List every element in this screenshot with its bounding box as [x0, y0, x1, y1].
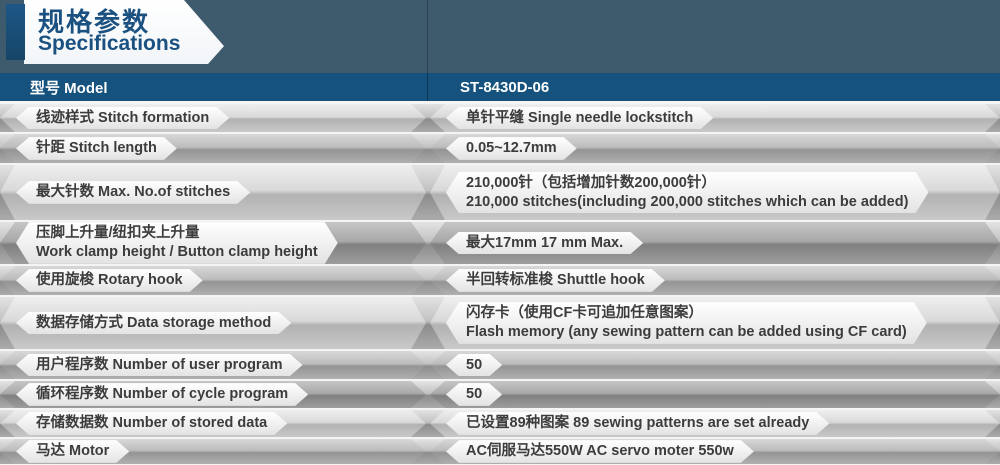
spec-label-cell: 存储数据数 Number of stored data [0, 410, 426, 437]
table-row: 针距 Stitch length 0.05~12.7mm [0, 134, 1000, 163]
page-title-en: Specifications [38, 32, 181, 55]
table-row: 最大针数 Max. No.of stitches 210,000针（包括增加针数… [0, 165, 1000, 220]
spec-value-cell: AC伺服马达550W AC servo moter 550w [430, 439, 1000, 464]
table-row: 循环程序数 Number of cycle program 50 [0, 381, 1000, 408]
column-divider [427, 73, 428, 101]
spec-value-cell: 210,000针（包括增加针数200,000针） 210,000 stitches… [430, 165, 1000, 220]
table-row: 马达 Motor AC伺服马达550W AC servo moter 550w [0, 439, 1000, 464]
spec-value: 单针平缝 Single needle lockstitch [466, 109, 694, 126]
spec-label-line2: Work clamp height / Button clamp height [36, 244, 318, 260]
spec-label: 用户程序数 Number of user program [36, 356, 283, 373]
spec-value-cell: 半回转标准梭 Shuttle hook [430, 266, 1000, 295]
spec-label-cell: 用户程序数 Number of user program [0, 351, 426, 379]
spec-value: 闪存卡（使用CF卡可追加任意图案） [466, 305, 703, 322]
spec-label: 针距 Stitch length [36, 140, 157, 157]
table-row: 压脚上升量/纽扣夹上升量 Work clamp height / Button c… [0, 222, 1000, 264]
spec-label-cell: 压脚上升量/纽扣夹上升量 Work clamp height / Button c… [0, 222, 426, 264]
spec-label-cell: 马达 Motor [0, 439, 426, 464]
table-row: 用户程序数 Number of user program 50 [0, 351, 1000, 379]
spec-value-cell: 50 [430, 381, 1000, 408]
spec-value-cell: 0.05~12.7mm [430, 134, 1000, 163]
table-row: 线迹样式 Stitch formation 单针平缝 Single needle… [0, 104, 1000, 132]
spec-value-line2: 210,000 stitches(including 200,000 stitc… [466, 193, 909, 210]
spec-label-cell: 使用旋梭 Rotary hook [0, 266, 426, 295]
spec-label-cell: 针距 Stitch length [0, 134, 426, 163]
spec-table: 线迹样式 Stitch formation 单针平缝 Single needle… [0, 101, 1000, 464]
column-divider [427, 0, 428, 73]
spec-label: 最大针数 Max. No.of stitches [36, 184, 231, 201]
spec-value: 最大17mm 17 mm Max. [466, 234, 624, 251]
page-title-zh: 规格参数 [38, 7, 151, 37]
specifications-banner: 规格参数 Specifications [0, 0, 1000, 73]
spec-value: 已设置89种图案 89 sewing patterns are set alre… [466, 415, 810, 432]
spec-value-cell: 已设置89种图案 89 sewing patterns are set alre… [430, 410, 1000, 437]
model-header-row: 型号 Model ST-8430D-06 [0, 73, 1000, 101]
model-value: ST-8430D-06 [460, 78, 550, 96]
spec-label: 线迹样式 Stitch formation [36, 109, 210, 126]
spec-value: AC伺服马达550W AC servo moter 550w [466, 443, 734, 460]
spec-value: 50 [466, 356, 483, 373]
spec-value-line2: Flash memory (any sewing pattern can be … [466, 324, 907, 340]
spec-label: 存储数据数 Number of stored data [36, 415, 268, 432]
spec-value: 210,000针（包括增加针数200,000针） [466, 174, 716, 191]
table-row: 数据存储方式 Data storage method 闪存卡（使用CF卡可追加任… [0, 297, 1000, 349]
spec-label-cell: 最大针数 Max. No.of stitches [0, 165, 426, 220]
table-row: 存储数据数 Number of stored data 已设置89种图案 89 … [0, 410, 1000, 437]
spec-label-cell: 数据存储方式 Data storage method [0, 297, 426, 349]
spec-label-cell: 线迹样式 Stitch formation [0, 104, 426, 132]
table-row: 使用旋梭 Rotary hook 半回转标准梭 Shuttle hook [0, 266, 1000, 295]
spec-value: 半回转标准梭 Shuttle hook [466, 272, 645, 289]
spec-label: 使用旋梭 Rotary hook [36, 272, 183, 289]
spec-value: 50 [466, 386, 483, 403]
spec-value-cell: 闪存卡（使用CF卡可追加任意图案） Flash memory (any sewin… [430, 297, 1000, 349]
spec-label: 循环程序数 Number of cycle program [36, 386, 289, 403]
model-label: 型号 Model [30, 79, 108, 97]
spec-label-cell: 循环程序数 Number of cycle program [0, 381, 426, 408]
spec-value-cell: 50 [430, 351, 1000, 379]
spec-label: 压脚上升量/纽扣夹上升量 [36, 225, 200, 242]
spec-label: 数据存储方式 Data storage method [36, 314, 272, 331]
accent-block [6, 4, 25, 60]
spec-value-cell: 单针平缝 Single needle lockstitch [430, 104, 1000, 132]
spec-value: 0.05~12.7mm [466, 140, 557, 157]
spec-value-cell: 最大17mm 17 mm Max. [430, 222, 1000, 264]
title-plate [24, 0, 224, 64]
spec-label: 马达 Motor [36, 443, 110, 460]
